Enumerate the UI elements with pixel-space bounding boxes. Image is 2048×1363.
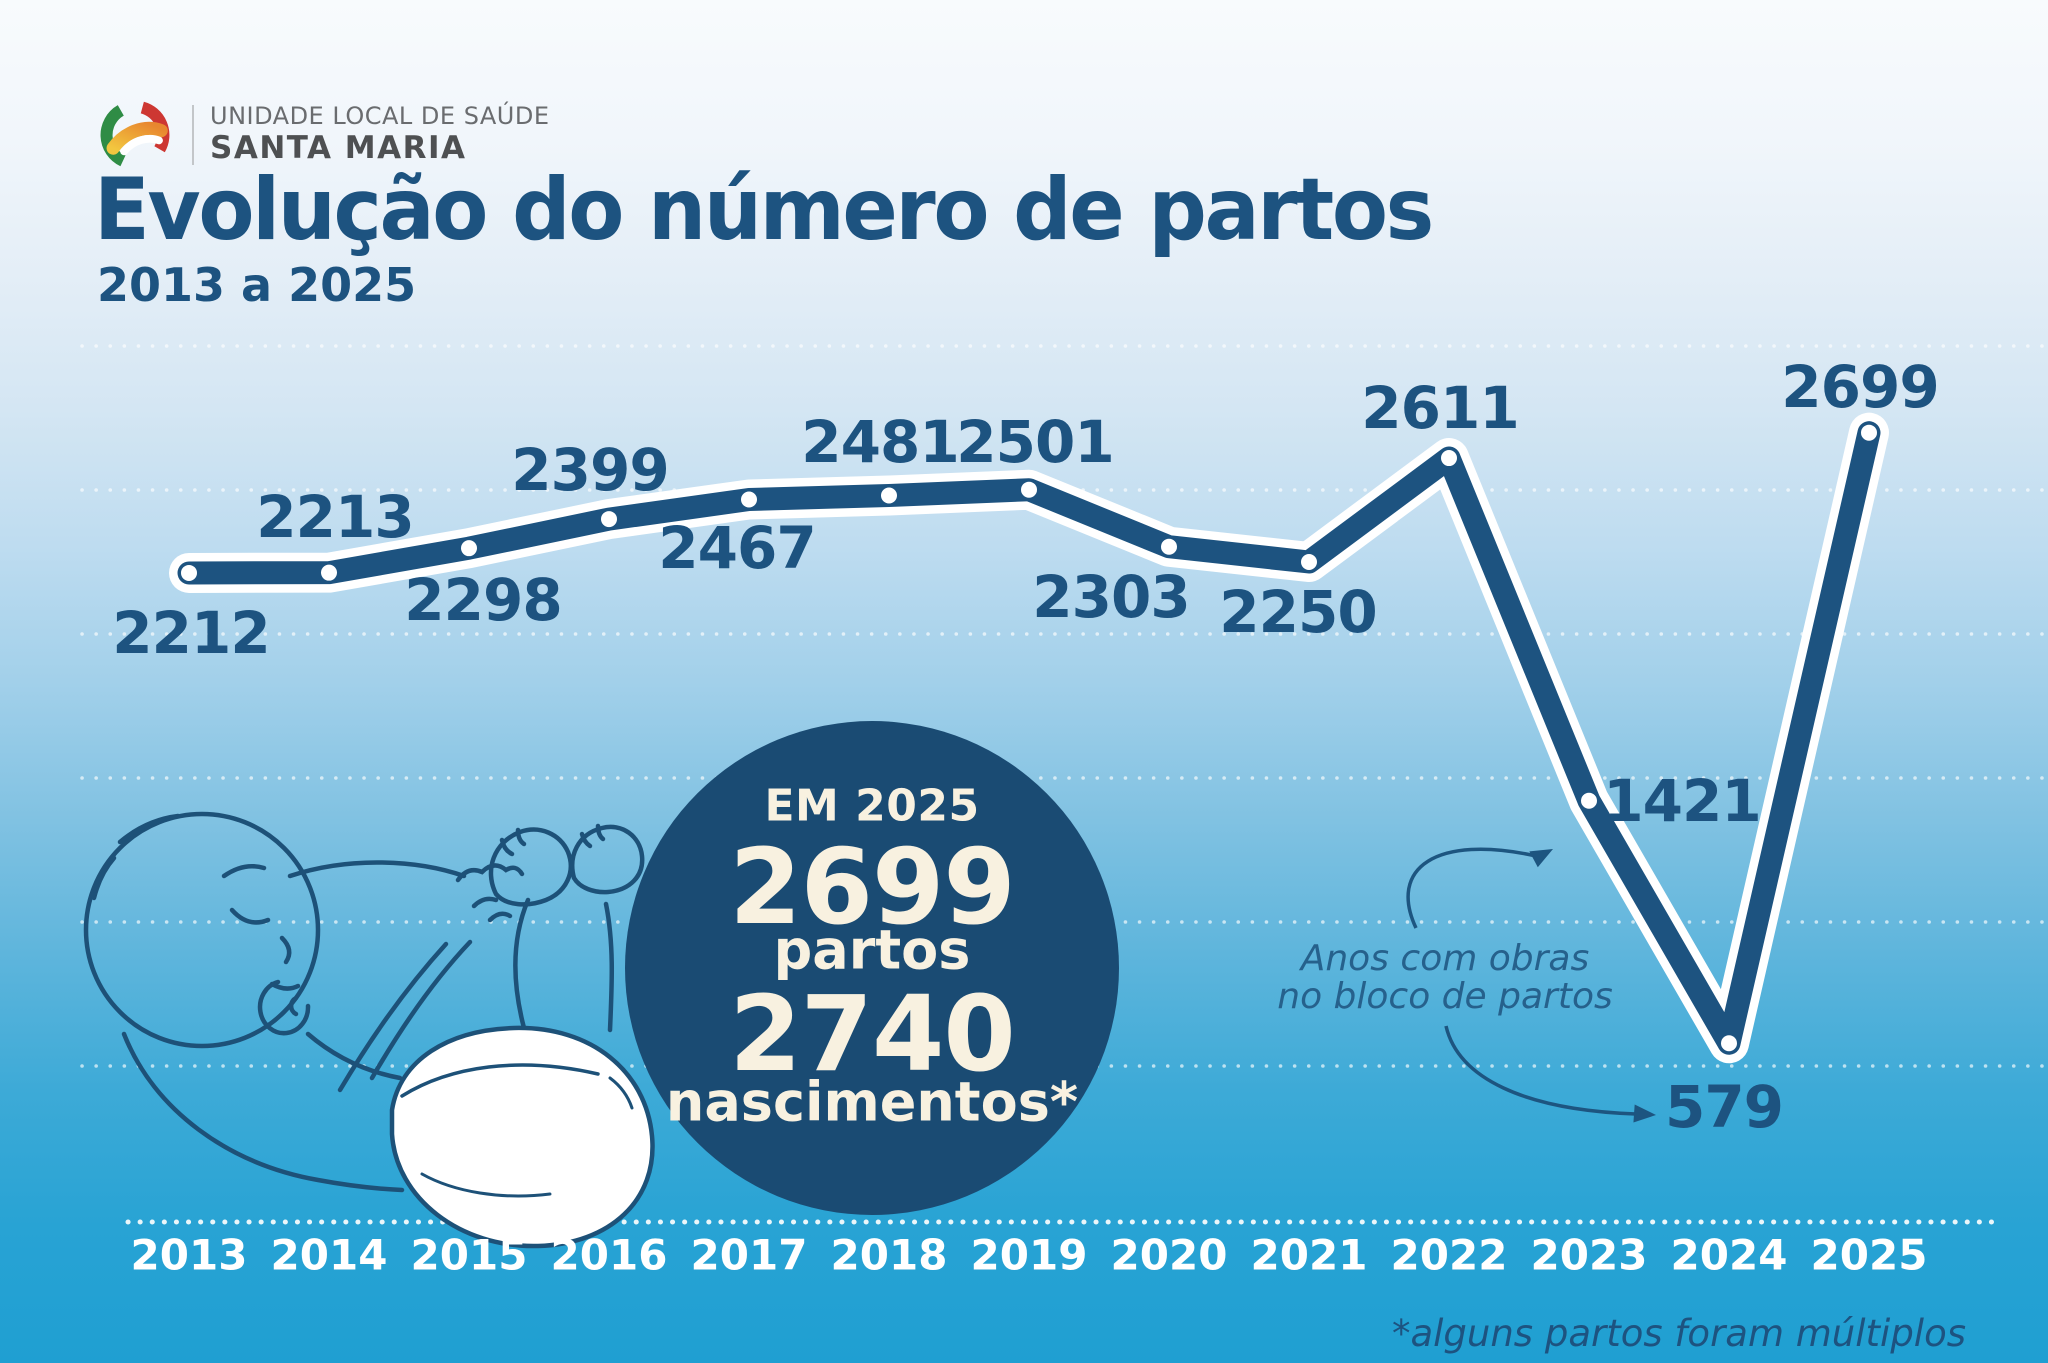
value-label-2023: 1421 — [1603, 766, 1761, 835]
year-label-2025: 2025 — [1810, 1230, 1928, 1280]
data-point-2017 — [741, 491, 757, 508]
value-label-2022: 2611 — [1361, 374, 1519, 443]
value-label-2016: 2399 — [511, 436, 669, 505]
arrow-to-2023 — [1406, 847, 1537, 929]
annotation-line1: Anos com obras — [1300, 938, 1590, 980]
year-label-2013: 2013 — [130, 1230, 248, 1280]
value-label-2015: 2298 — [404, 566, 562, 635]
highlight-kicker: EM 2025 — [764, 780, 980, 832]
year-label-2018: 2018 — [830, 1230, 948, 1280]
value-label-2019: 2501 — [956, 407, 1114, 476]
data-point-2015 — [461, 540, 477, 557]
year-label-2019: 2019 — [970, 1230, 1088, 1280]
year-label-2021: 2021 — [1250, 1230, 1368, 1280]
baby-head — [83, 811, 321, 1049]
year-label-2020: 2020 — [1110, 1230, 1228, 1280]
year-label-2015: 2015 — [410, 1230, 528, 1280]
page-subtitle: 2013 a 2025 — [97, 258, 417, 312]
value-label-2018: 2481 — [801, 408, 959, 477]
arrowhead-579 — [1633, 1104, 1656, 1123]
data-point-2016 — [601, 511, 617, 528]
annotation-line2: no bloco de partos — [1277, 976, 1613, 1017]
arrow-to-579 — [1444, 1025, 1637, 1116]
year-label-2024: 2024 — [1670, 1230, 1788, 1280]
highlight-nascimentos-label: nascimentos* — [665, 1070, 1079, 1134]
org-name-line2: SANTA MARIA — [210, 129, 467, 166]
value-label-2021: 2250 — [1219, 578, 1377, 646]
brand-header: UNIDADE LOCAL DE SAÚDE SANTA MARIA — [100, 100, 550, 170]
highlight-nascimentos-value: 2740 — [729, 973, 1015, 1095]
org-name-line1: UNIDADE LOCAL DE SAÚDE — [210, 102, 550, 131]
sleeping-baby-illustration — [83, 811, 655, 1249]
value-label-2014: 2213 — [256, 482, 414, 551]
baby-ear — [257, 979, 311, 1036]
highlight-partos-label: partos — [773, 918, 971, 982]
baby-foot — [488, 827, 573, 907]
baby-diaper — [389, 1025, 655, 1249]
year-label-2014: 2014 — [270, 1230, 388, 1280]
arrowhead-2023 — [1529, 849, 1553, 868]
year-label-2022: 2022 — [1390, 1230, 1508, 1280]
value-label-2024: 579 — [1664, 1073, 1784, 1142]
page-title: Evolução do número de partos — [94, 160, 1434, 260]
data-point-2022 — [1441, 450, 1457, 467]
logo-divider — [192, 105, 194, 165]
value-label-2025: 2699 — [1781, 352, 1939, 421]
baby-eye — [229, 907, 271, 925]
data-point-2023 — [1581, 792, 1597, 809]
year-label-2023: 2023 — [1530, 1230, 1648, 1280]
footnote: *alguns partos foram múltiplos — [1391, 1312, 1966, 1355]
data-point-2014 — [321, 564, 337, 581]
year-label-2016: 2016 — [550, 1230, 668, 1280]
data-point-2020 — [1161, 538, 1177, 555]
value-label-2017: 2467 — [658, 513, 816, 582]
data-point-2025 — [1861, 424, 1877, 441]
highlight-partos-value: 2699 — [729, 826, 1015, 948]
construction-annotation: Anos com obras no bloco de partos — [1277, 940, 1612, 1016]
data-point-2013 — [181, 564, 197, 581]
data-point-2018 — [881, 487, 897, 504]
highlight-circle-2025: EM 2025 2699 partos 2740 nascimentos* — [625, 721, 1119, 1215]
value-label-2013: 2212 — [112, 598, 270, 667]
uls-santa-maria-logo-icon — [100, 101, 170, 167]
data-point-2021 — [1301, 554, 1317, 570]
year-label-2017: 2017 — [690, 1230, 808, 1280]
data-point-2024 — [1721, 1035, 1737, 1052]
value-label-2020: 2303 — [1032, 562, 1190, 631]
data-point-2019 — [1021, 481, 1037, 498]
baby-hands — [455, 863, 525, 883]
